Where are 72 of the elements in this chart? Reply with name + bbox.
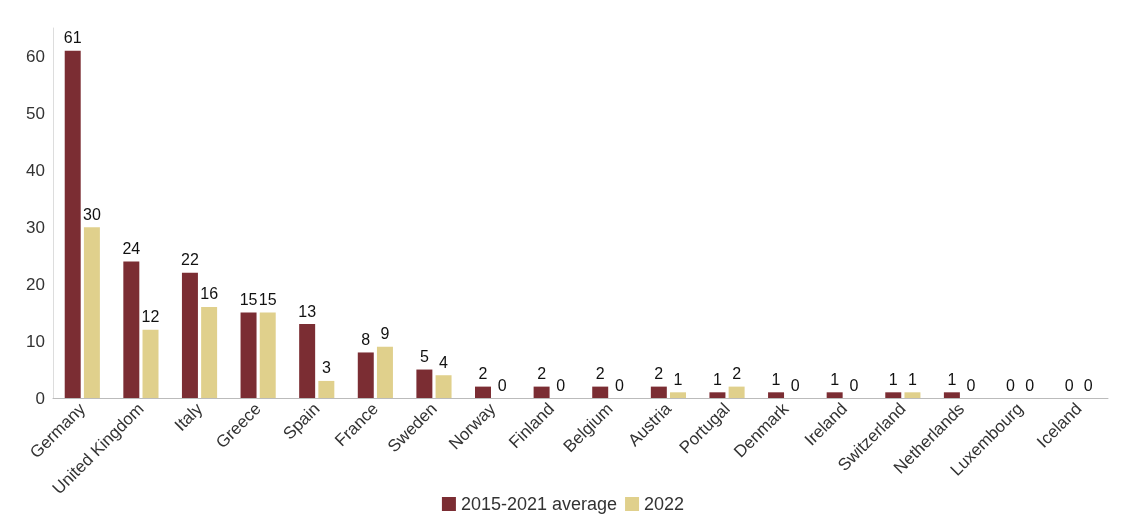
data-label: 2 (654, 365, 664, 383)
data-label: 0 (497, 376, 507, 394)
data-label: 1 (888, 370, 898, 388)
bar (357, 352, 374, 398)
bar (123, 261, 140, 398)
data-label: 2 (478, 365, 488, 383)
bar (240, 312, 257, 398)
bar (83, 227, 100, 398)
bar (475, 386, 491, 398)
bar (670, 392, 686, 398)
bar (592, 386, 609, 398)
bar (435, 375, 452, 398)
data-label: 24 (122, 239, 141, 257)
y-tick-label: 40 (26, 160, 45, 180)
y-tick-label: 60 (26, 46, 45, 66)
bar (201, 306, 218, 398)
y-tick-label: 30 (26, 217, 45, 237)
bar (259, 312, 276, 398)
bar (826, 392, 843, 398)
data-label: 1 (673, 370, 683, 388)
data-label: 0 (790, 376, 800, 394)
data-label: 12 (141, 308, 160, 326)
data-label: 13 (298, 302, 317, 320)
data-label: 1 (947, 370, 957, 388)
data-label: 1 (771, 370, 781, 388)
data-label: 30 (83, 205, 101, 223)
bar (904, 392, 921, 398)
data-label: 1 (908, 370, 917, 388)
bar (728, 386, 745, 398)
data-label: 8 (361, 330, 371, 348)
data-label: 9 (380, 325, 390, 343)
bar (709, 392, 726, 398)
bar (299, 324, 316, 398)
y-tick-label: 10 (26, 331, 45, 351)
bar (64, 50, 81, 398)
bar (181, 272, 198, 398)
bar (533, 386, 550, 398)
data-label: 0 (1064, 376, 1074, 394)
legend-label: 2015-2021 average (460, 494, 618, 514)
data-label: 0 (849, 376, 859, 394)
bar (885, 392, 902, 398)
data-label: 15 (258, 291, 277, 309)
data-label: 0 (966, 376, 976, 394)
data-label: 0 (556, 376, 566, 394)
data-label: 16 (200, 285, 219, 303)
data-label: 0 (1025, 376, 1035, 394)
data-label: 61 (63, 29, 82, 47)
data-label: 2 (732, 365, 742, 383)
data-label: 4 (439, 353, 449, 371)
y-tick-label: 20 (26, 274, 45, 294)
data-label: 15 (239, 291, 258, 309)
bar (943, 392, 960, 398)
y-tick-label: 0 (35, 388, 45, 408)
data-label: 22 (181, 251, 199, 269)
data-label: 0 (1006, 376, 1016, 394)
bar (768, 392, 785, 398)
bar (318, 380, 335, 398)
data-label: 2 (537, 365, 547, 383)
x-tick-label: Italy (170, 398, 207, 435)
data-label: 5 (419, 348, 429, 366)
bar (650, 386, 667, 398)
data-label: 1 (830, 370, 840, 388)
data-label: 2 (595, 365, 605, 383)
data-label: 3 (321, 359, 331, 377)
y-tick-label: 50 (26, 103, 45, 123)
data-label: 1 (712, 370, 722, 388)
data-label: 0 (1083, 376, 1093, 394)
bar (376, 346, 393, 398)
data-label: 0 (614, 376, 624, 394)
legend-label: 2022 (644, 494, 685, 514)
bar (142, 329, 159, 398)
bar (416, 369, 433, 398)
